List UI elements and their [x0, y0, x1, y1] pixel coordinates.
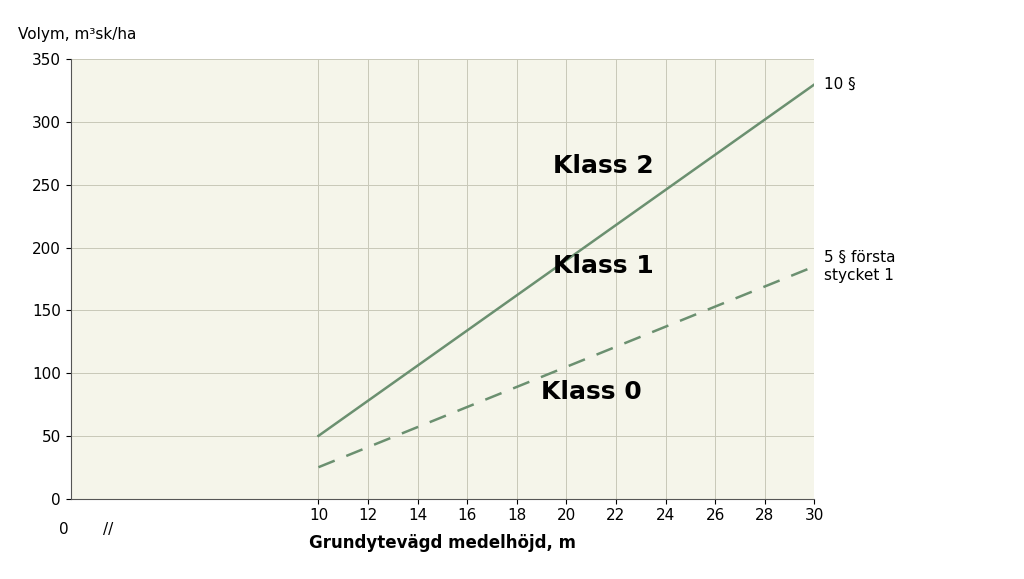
Text: 0: 0: [58, 522, 69, 537]
Text: Klass 2: Klass 2: [553, 154, 654, 178]
Text: 5 § första
stycket 1: 5 § första stycket 1: [824, 250, 896, 283]
Text: Klass 1: Klass 1: [553, 254, 654, 278]
Text: Volym, m³sk/ha: Volym, m³sk/ha: [18, 27, 137, 42]
X-axis label: Grundytevägd medelhöjd, m: Grundytevägd medelhöjd, m: [309, 534, 575, 552]
Text: //: //: [102, 522, 113, 537]
Text: Klass 0: Klass 0: [541, 380, 641, 404]
Text: 10 §: 10 §: [824, 77, 856, 92]
